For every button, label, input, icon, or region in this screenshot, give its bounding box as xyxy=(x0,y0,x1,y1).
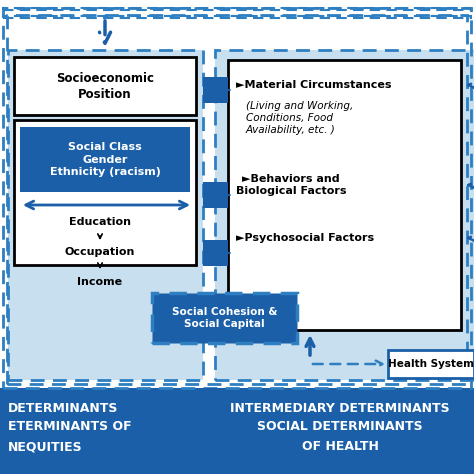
Text: DETERMINANTS: DETERMINANTS xyxy=(8,401,118,414)
Bar xyxy=(8,50,203,380)
Text: Income: Income xyxy=(77,277,123,287)
Bar xyxy=(3,8,471,10)
Text: OF HEALTH: OF HEALTH xyxy=(301,440,378,454)
Bar xyxy=(8,50,203,380)
Bar xyxy=(3,8,471,388)
Text: ►Psychosocial Factors: ►Psychosocial Factors xyxy=(236,233,374,243)
Bar xyxy=(14,57,196,115)
Bar xyxy=(215,388,474,474)
Bar xyxy=(20,127,190,192)
Bar xyxy=(203,240,228,266)
Bar xyxy=(203,77,228,103)
FancyArrow shape xyxy=(207,401,215,461)
Bar xyxy=(203,388,223,474)
Text: Social Cohesion &
Social Capital: Social Cohesion & Social Capital xyxy=(172,307,277,329)
Bar xyxy=(0,388,207,474)
Text: INTERMEDIARY DETERMINANTS: INTERMEDIARY DETERMINANTS xyxy=(230,401,450,414)
Text: SOCIAL DETERMINANTS: SOCIAL DETERMINANTS xyxy=(257,420,423,434)
Text: Socioeconomic
Position: Socioeconomic Position xyxy=(56,72,154,100)
Bar xyxy=(152,293,297,343)
Bar xyxy=(228,60,461,330)
Bar xyxy=(215,50,474,380)
Text: ►Behaviors and
Biological Factors: ►Behaviors and Biological Factors xyxy=(236,174,346,196)
Text: NEQUITIES: NEQUITIES xyxy=(8,440,82,454)
Text: Social Class
Gender
Ethnicity (racism): Social Class Gender Ethnicity (racism) xyxy=(50,142,160,177)
Bar xyxy=(203,182,228,208)
Text: Health System: Health System xyxy=(388,359,474,369)
Text: ►Material Circumstances: ►Material Circumstances xyxy=(236,80,392,90)
Bar xyxy=(3,16,471,18)
Bar xyxy=(14,120,196,265)
Bar xyxy=(462,400,474,440)
Text: ETERMINANTS OF: ETERMINANTS OF xyxy=(8,420,132,434)
Text: Education: Education xyxy=(69,217,131,227)
Bar xyxy=(215,50,474,380)
Bar xyxy=(0,0,474,45)
Bar xyxy=(7,15,467,384)
Text: Occupation: Occupation xyxy=(65,247,135,257)
Bar xyxy=(388,350,474,378)
Text: (Living and Working,
Conditions, Food
Availability, etc. ): (Living and Working, Conditions, Food Av… xyxy=(246,100,353,136)
